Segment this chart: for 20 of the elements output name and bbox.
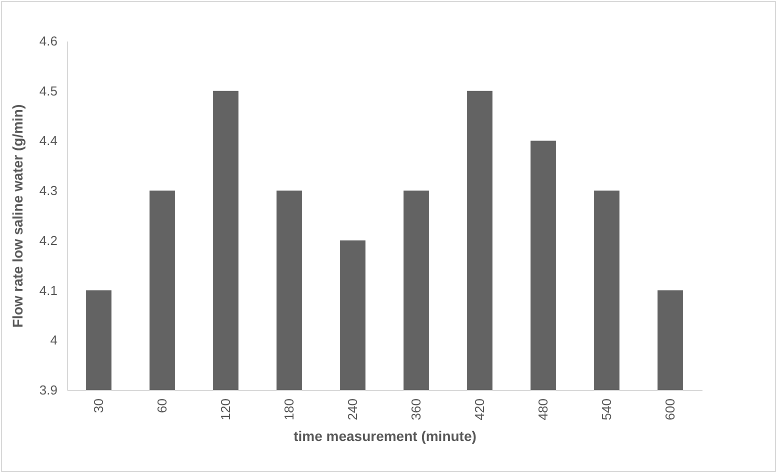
y-tick-label: 4.1 [39,282,58,298]
x-tick-label: 420 [472,398,487,420]
x-tick-label: 600 [662,398,678,420]
y-tick-label: 4 [50,332,58,348]
x-axis-title: time measurement (minute) [294,428,476,444]
x-tick-label: 360 [408,398,424,420]
y-tick-label: 4.4 [39,133,58,148]
y-tick-label: 3.9 [39,382,58,398]
x-tick-label: 540 [598,398,614,420]
x-tick-label: 480 [535,398,550,420]
x-tick-label: 30 [90,398,106,413]
x-tick-label: 60 [154,398,170,413]
y-tick-label: 4.2 [39,232,58,248]
y-tick-label: 4.6 [39,34,58,48]
x-tick-label: 120 [218,398,233,420]
y-axis-title: Flow rate low saline water (g/min) [9,104,26,328]
y-tick-label: 4.3 [39,183,58,198]
y-tick-label: 4.5 [39,83,58,98]
x-tick-label: 180 [281,398,296,420]
x-tick-label: 240 [344,398,360,420]
